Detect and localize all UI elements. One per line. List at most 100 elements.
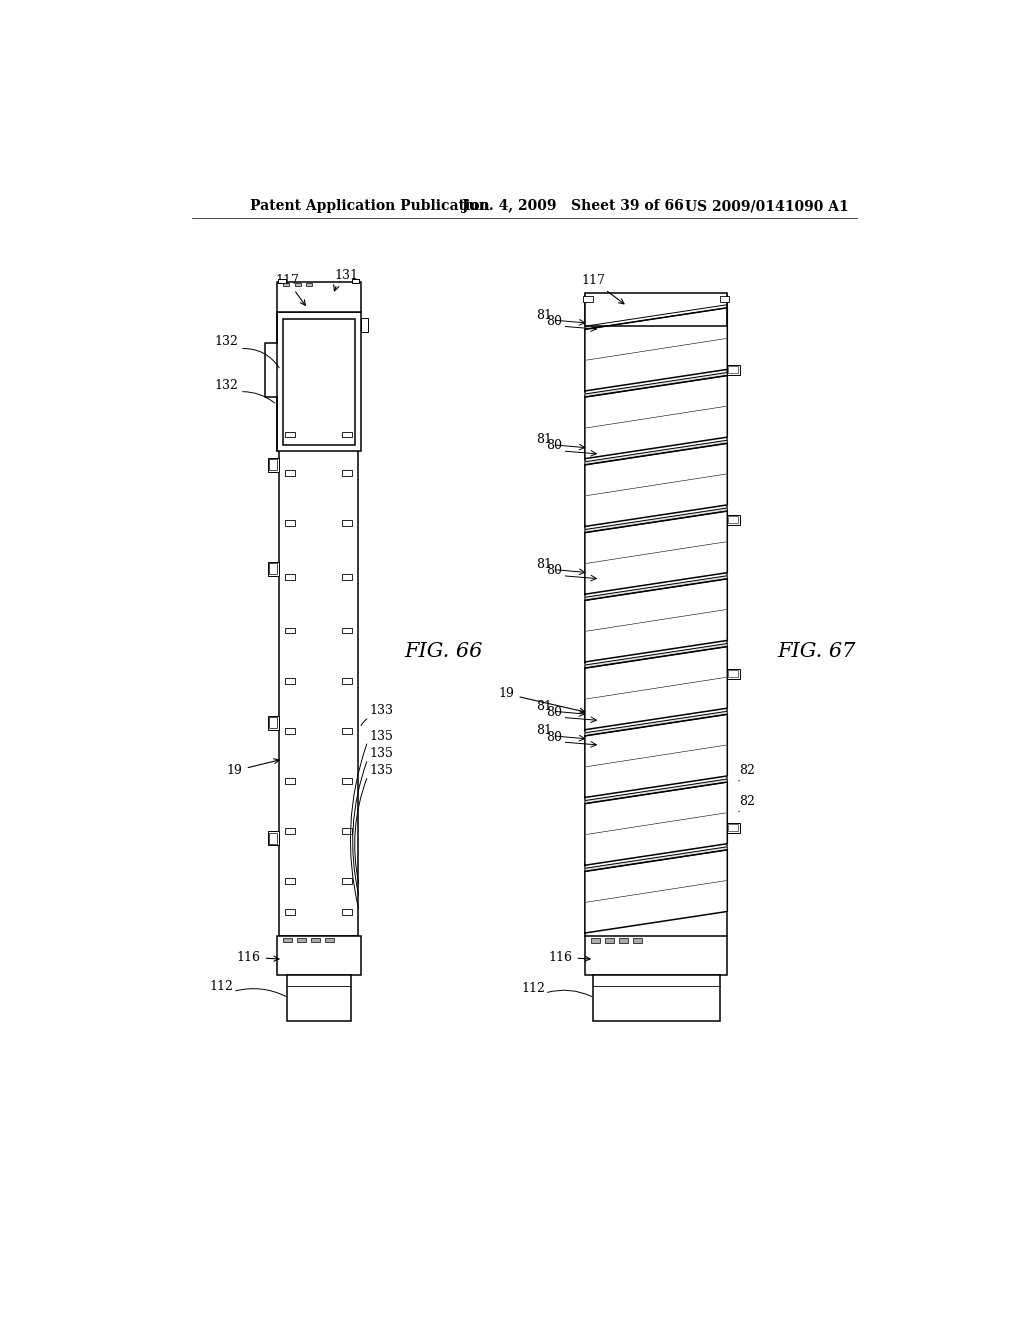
Bar (276, 936, 360, 974)
Bar (351, 279, 359, 284)
Bar (342, 779, 352, 784)
Text: 117: 117 (275, 275, 305, 305)
Text: 112: 112 (521, 982, 545, 994)
Bar (342, 628, 352, 634)
Bar (286, 729, 295, 734)
Text: 133: 133 (370, 705, 393, 717)
Polygon shape (585, 644, 727, 668)
Bar (342, 909, 352, 915)
Bar (269, 833, 276, 843)
Bar (306, 284, 312, 286)
Bar (618, 939, 628, 942)
Bar (283, 318, 354, 445)
Polygon shape (585, 779, 727, 804)
Bar (286, 574, 295, 579)
Bar (286, 678, 295, 684)
Bar (283, 937, 292, 942)
Text: 116: 116 (549, 950, 590, 964)
Text: 135: 135 (370, 730, 393, 743)
Bar (267, 562, 280, 576)
Bar (727, 515, 739, 525)
Text: FIG. 67: FIG. 67 (777, 642, 856, 661)
Bar (342, 678, 352, 684)
Text: 132: 132 (214, 379, 239, 392)
Text: 112: 112 (209, 979, 233, 993)
Bar (727, 364, 739, 375)
Bar (287, 974, 351, 1020)
Polygon shape (585, 308, 727, 391)
Bar (633, 939, 642, 942)
Bar (310, 937, 319, 942)
Polygon shape (585, 647, 727, 730)
Bar (342, 432, 352, 437)
Bar (280, 313, 358, 936)
Bar (286, 520, 295, 525)
Bar (728, 366, 738, 374)
Text: 131: 131 (335, 269, 358, 282)
Bar (286, 878, 295, 884)
Bar (276, 281, 360, 313)
Bar (269, 718, 276, 729)
Polygon shape (585, 781, 727, 866)
Text: US 2009/0141090 A1: US 2009/0141090 A1 (685, 199, 849, 213)
Bar (279, 279, 286, 284)
Text: 81: 81 (537, 725, 553, 738)
Bar (593, 974, 720, 1020)
Polygon shape (585, 576, 727, 601)
Bar (286, 779, 295, 784)
Bar (342, 470, 352, 475)
Bar (286, 628, 295, 634)
Text: 80: 80 (546, 730, 562, 743)
Text: 81: 81 (537, 558, 553, 572)
Text: Jun. 4, 2009   Sheet 39 of 66: Jun. 4, 2009 Sheet 39 of 66 (462, 199, 683, 213)
Bar (342, 878, 352, 884)
Text: 116: 116 (237, 950, 279, 964)
Text: 19: 19 (499, 688, 585, 713)
Polygon shape (585, 511, 727, 594)
Bar (286, 909, 295, 915)
Bar (585, 936, 727, 974)
Polygon shape (585, 444, 727, 527)
Text: 80: 80 (546, 440, 562, 453)
Polygon shape (585, 441, 727, 465)
Bar (283, 284, 289, 286)
Polygon shape (585, 508, 727, 533)
Bar (728, 824, 738, 832)
Bar (342, 729, 352, 734)
Bar (267, 832, 280, 845)
Bar (286, 470, 295, 475)
Bar (727, 822, 739, 833)
Bar (269, 459, 276, 470)
Text: 117: 117 (581, 275, 624, 304)
Polygon shape (585, 711, 727, 737)
Text: 80: 80 (546, 314, 562, 327)
Text: 80: 80 (546, 564, 562, 577)
Polygon shape (585, 372, 727, 397)
Polygon shape (585, 376, 727, 459)
Bar (286, 432, 295, 437)
Polygon shape (585, 305, 727, 330)
Bar (267, 458, 280, 471)
Text: 81: 81 (537, 700, 553, 713)
Text: Patent Application Publication: Patent Application Publication (250, 199, 489, 213)
Bar (295, 284, 301, 286)
Bar (269, 564, 276, 574)
Bar (342, 574, 352, 579)
Bar (727, 669, 739, 678)
Text: 81: 81 (537, 433, 553, 446)
Bar (728, 669, 738, 677)
Text: 135: 135 (370, 747, 393, 760)
Text: 80: 80 (546, 706, 562, 719)
Text: FIG. 66: FIG. 66 (403, 642, 482, 661)
Bar (342, 829, 352, 834)
Bar (585, 293, 727, 326)
Text: 82: 82 (739, 764, 755, 777)
Bar (360, 318, 369, 331)
Text: 132: 132 (214, 335, 239, 347)
Bar (267, 715, 280, 730)
Bar (728, 516, 738, 524)
Bar (325, 937, 334, 942)
Text: 82: 82 (739, 795, 755, 808)
Bar (584, 296, 593, 302)
Text: 19: 19 (226, 759, 280, 777)
